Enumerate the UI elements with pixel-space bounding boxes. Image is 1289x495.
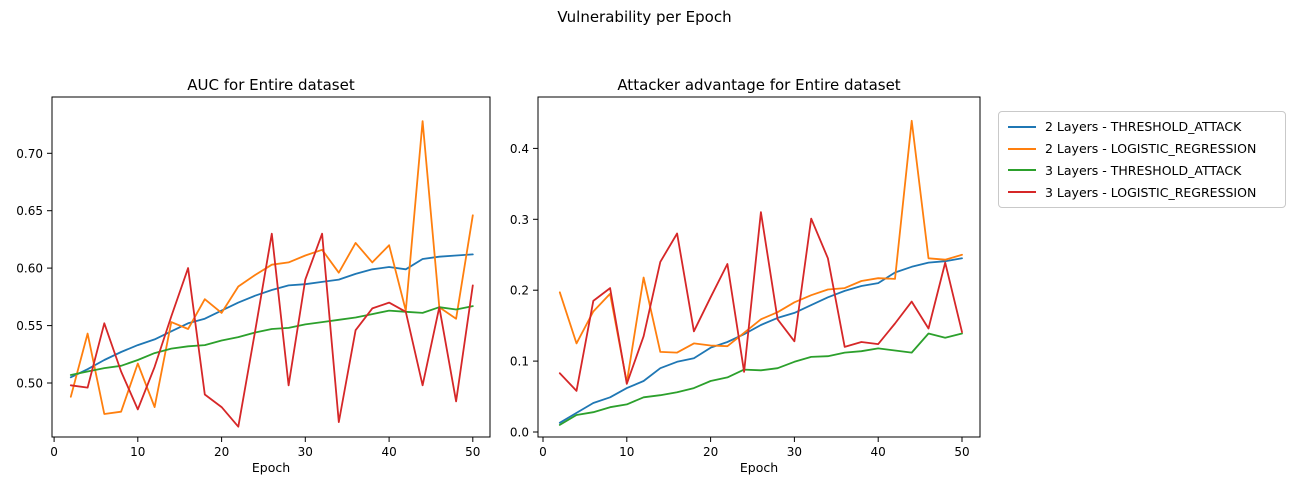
svg-text:30: 30 bbox=[298, 445, 313, 459]
legend-line-swatch-red bbox=[1008, 191, 1036, 194]
svg-text:0.50: 0.50 bbox=[16, 377, 43, 391]
svg-text:0: 0 bbox=[539, 445, 547, 459]
svg-text:20: 20 bbox=[703, 445, 718, 459]
svg-text:50: 50 bbox=[954, 445, 969, 459]
svg-text:0.1: 0.1 bbox=[510, 355, 529, 369]
legend-line-swatch-blue bbox=[1008, 125, 1036, 128]
legend-label: 3 Layers - THRESHOLD_ATTACK bbox=[1045, 162, 1242, 178]
svg-text:0.60: 0.60 bbox=[16, 262, 43, 276]
svg-text:0: 0 bbox=[50, 445, 58, 459]
svg-text:10: 10 bbox=[130, 445, 145, 459]
legend-line-swatch-green bbox=[1008, 169, 1036, 172]
svg-text:0.2: 0.2 bbox=[510, 284, 529, 298]
svg-text:40: 40 bbox=[871, 445, 886, 459]
figure-suptitle: Vulnerability per Epoch bbox=[557, 8, 732, 26]
svg-text:0.4: 0.4 bbox=[510, 142, 529, 156]
legend-label: 2 Layers - THRESHOLD_ATTACK bbox=[1045, 119, 1242, 135]
chart-title-auc: AUC for Entire dataset bbox=[187, 76, 355, 94]
legend-label: 3 Layers - LOGISTIC_REGRESSION bbox=[1045, 184, 1257, 200]
svg-text:10: 10 bbox=[619, 445, 634, 459]
legend-entry: 3 Layers - LOGISTIC_REGRESSION bbox=[1008, 185, 1277, 200]
legend-entry: 2 Layers - THRESHOLD_ATTACK bbox=[1008, 119, 1277, 134]
legend-line-swatch-orange bbox=[1008, 147, 1036, 150]
svg-text:50: 50 bbox=[465, 445, 480, 459]
svg-text:0.0: 0.0 bbox=[510, 426, 529, 440]
legend-box: 2 Layers - THRESHOLD_ATTACK 2 Layers - L… bbox=[998, 111, 1286, 208]
legend-entry: 3 Layers - THRESHOLD_ATTACK bbox=[1008, 163, 1277, 178]
x-axis-label-left: Epoch bbox=[251, 460, 291, 475]
x-axis-label-right: Epoch bbox=[739, 460, 779, 475]
svg-text:40: 40 bbox=[381, 445, 396, 459]
legend-entry: 2 Layers - LOGISTIC_REGRESSION bbox=[1008, 141, 1277, 156]
svg-text:0.55: 0.55 bbox=[16, 319, 43, 333]
svg-text:0.65: 0.65 bbox=[16, 204, 43, 218]
svg-text:0.70: 0.70 bbox=[16, 147, 43, 161]
svg-text:0.3: 0.3 bbox=[510, 213, 529, 227]
legend-label: 2 Layers - LOGISTIC_REGRESSION bbox=[1045, 141, 1257, 157]
svg-text:20: 20 bbox=[214, 445, 229, 459]
chart-title-attacker-advantage: Attacker advantage for Entire dataset bbox=[617, 76, 901, 94]
svg-text:30: 30 bbox=[787, 445, 802, 459]
